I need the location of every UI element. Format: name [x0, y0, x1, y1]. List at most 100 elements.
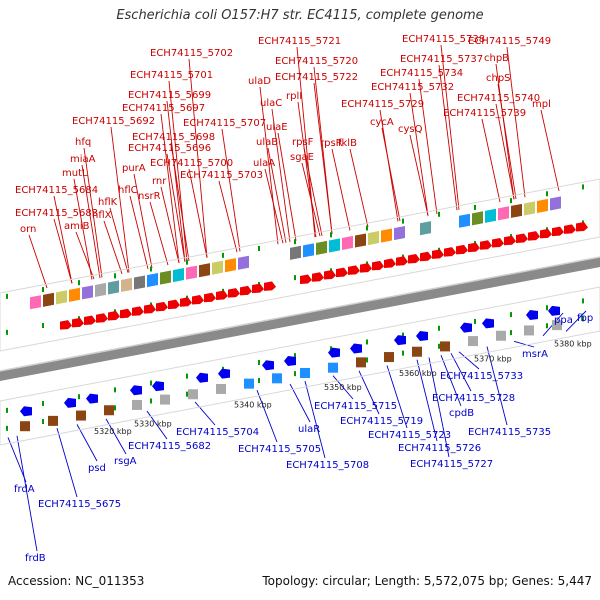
- feature-block: [303, 243, 314, 258]
- gene-label-top: chpB: [484, 53, 509, 64]
- forward-panel: [0, 178, 600, 352]
- gene-label-top: purA: [122, 163, 146, 174]
- leader-line: [458, 351, 480, 370]
- feature-block: [316, 240, 327, 255]
- tick-mark: [582, 184, 584, 190]
- forward-gene-arrow: [444, 247, 456, 257]
- forward-gene-arrow: [360, 263, 372, 273]
- tick-mark: [114, 405, 116, 411]
- feature-block: [498, 206, 509, 221]
- feature-block: [30, 295, 41, 310]
- tick-mark: [186, 373, 188, 379]
- gene-label-top: mutL: [62, 168, 88, 179]
- gene-label-top: ECH74115_5683: [15, 208, 98, 219]
- tick-mark: [42, 401, 44, 407]
- feature-block: [440, 341, 450, 352]
- forward-gene-arrow: [552, 226, 564, 237]
- gene-label-top: amiB: [64, 221, 90, 232]
- leader-line: [218, 180, 238, 253]
- feature-block: [272, 373, 282, 384]
- forward-gene-arrow: [468, 242, 480, 253]
- leader-line: [428, 357, 450, 458]
- gene-label-top: ulaE: [266, 122, 288, 133]
- tick-mark: [582, 316, 584, 322]
- forward-gene-arrow: [324, 269, 336, 280]
- feature-block: [355, 233, 366, 248]
- feature-block: [244, 378, 254, 389]
- reverse-gene-arrow: [548, 305, 560, 316]
- reverse-gene-arrow: [482, 318, 494, 329]
- gene-label-bottom: ECH74115_5704: [176, 427, 259, 438]
- forward-gene-arrow: [408, 253, 420, 264]
- feature-block: [524, 201, 535, 216]
- gene-label-top: miaA: [70, 154, 96, 165]
- leader-line: [129, 195, 149, 269]
- feature-block: [368, 230, 379, 246]
- tick-mark: [6, 425, 8, 431]
- tick-mark: [366, 339, 368, 345]
- gene-label-top: cysQ: [398, 124, 423, 135]
- leader-line: [53, 218, 73, 284]
- forward-gene-arrow: [420, 251, 432, 262]
- feature-block: [412, 346, 422, 357]
- leader-line: [418, 78, 438, 215]
- gene-label-bottom: psd: [88, 463, 106, 474]
- tick-mark: [6, 293, 8, 299]
- leader-line: [76, 424, 98, 462]
- gene-label-top: ECH74115_5720: [275, 56, 358, 67]
- leader-line: [28, 234, 48, 289]
- genome-summary: Topology: circular; Length: 5,572,075 bp…: [262, 574, 592, 588]
- reverse-gene-arrow: [262, 360, 274, 371]
- tick-mark: [546, 191, 548, 197]
- gene-label-top: ECH74115_5729: [341, 99, 424, 110]
- feature-block: [95, 282, 106, 297]
- scale-label: 5320 kbp: [94, 427, 132, 436]
- gene-label-top: cycA: [370, 117, 394, 128]
- tick-mark: [258, 359, 260, 365]
- reverse-gene-arrow: [86, 393, 98, 404]
- gene-label-top: ECH74115_5732: [371, 82, 454, 93]
- feature-block: [342, 235, 353, 251]
- leader-line: [331, 148, 351, 231]
- forward-gene-arrow: [60, 320, 72, 330]
- tick-mark: [78, 280, 80, 286]
- feature-block: [56, 290, 67, 305]
- forward-gene-arrow: [252, 283, 264, 294]
- leader-line: [303, 147, 323, 236]
- tick-mark: [510, 312, 512, 318]
- gene-label-top: ECH74115_5702: [150, 48, 233, 59]
- gene-label-top: orn: [20, 224, 36, 235]
- feature-block: [188, 389, 198, 400]
- leader-line: [506, 46, 526, 198]
- gene-label-top: ECH74115_5707: [183, 118, 266, 129]
- tick-mark: [294, 275, 296, 281]
- feature-block: [108, 280, 119, 295]
- feature-block: [238, 255, 249, 270]
- forward-gene-arrow: [72, 317, 84, 328]
- feature-block: [290, 245, 301, 260]
- gene-label-top: ulaC: [260, 98, 282, 109]
- leader-line: [313, 82, 333, 234]
- forward-gene-arrow: [504, 235, 516, 246]
- leader-line: [565, 310, 587, 332]
- tick-mark: [42, 323, 44, 329]
- tick-mark: [438, 343, 440, 349]
- tick-mark: [402, 218, 404, 224]
- reverse-gene-arrow: [284, 356, 296, 367]
- tick-mark: [294, 239, 296, 245]
- gene-label-top: hflX: [92, 210, 112, 221]
- tick-mark: [366, 225, 368, 231]
- gene-label-bottom: ECH74115_5719: [340, 416, 423, 427]
- gene-label-top: ECH74115_5699: [128, 90, 211, 101]
- gene-label-top: ECH74115_5737: [400, 54, 483, 65]
- feature-block: [134, 275, 145, 290]
- forward-gene-arrow: [336, 267, 348, 278]
- gene-label-top: rnr: [152, 176, 167, 187]
- tick-mark: [582, 298, 584, 304]
- forward-gene-arrow: [204, 292, 216, 303]
- gene-label-top: ECH74115_5696: [128, 143, 211, 154]
- leader-line: [271, 108, 291, 242]
- leader-line: [440, 44, 460, 210]
- leader-line: [103, 220, 123, 274]
- forward-gene-arrow: [216, 290, 228, 300]
